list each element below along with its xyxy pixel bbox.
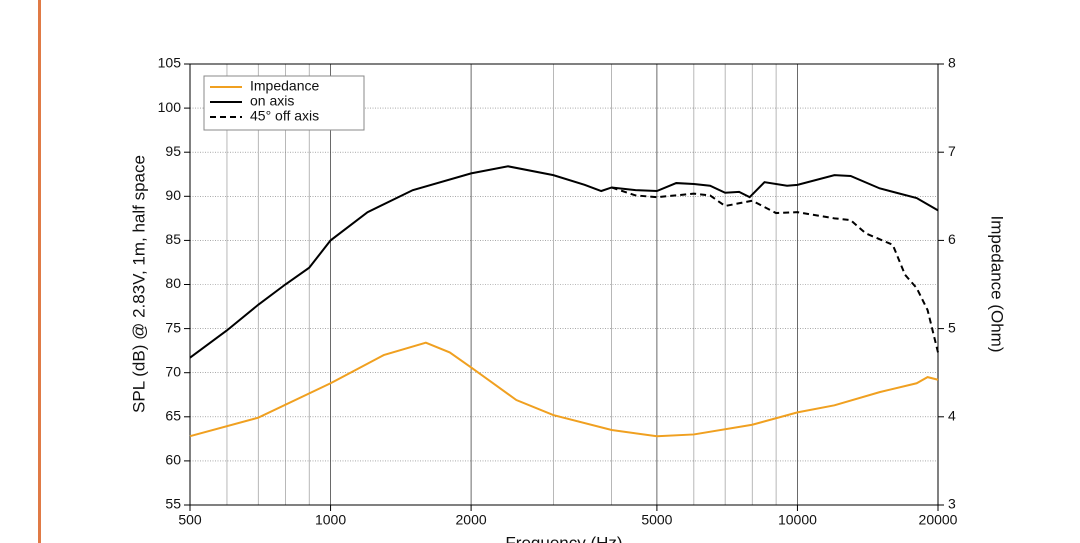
x-tick-label: 20000 — [919, 512, 958, 528]
y2-tick-label: 3 — [948, 496, 956, 512]
side-bar — [38, 0, 41, 543]
y2-tick-label: 7 — [948, 143, 956, 159]
y-tick-label: 80 — [165, 275, 181, 291]
legend-label: 45° off axis — [250, 108, 319, 124]
plot-frame — [189, 63, 939, 506]
y-tick-label: 65 — [165, 408, 181, 424]
y2-axis-label: Impedance (Ohm) — [988, 216, 1007, 353]
y-tick-label: 105 — [158, 55, 182, 71]
y-tick-label: 70 — [165, 363, 181, 379]
y2-tick-label: 4 — [948, 408, 956, 424]
series-line — [611, 186, 939, 353]
y-axis-label: SPL (dB) @ 2.83V, 1m, half space — [129, 155, 148, 413]
y-tick-label: 90 — [165, 187, 181, 203]
x-tick-label: 500 — [178, 512, 202, 528]
y-tick-label: 75 — [165, 319, 181, 335]
x-tick-label: 10000 — [778, 512, 817, 528]
y2-tick-label: 6 — [948, 231, 956, 247]
y-tick-label: 60 — [165, 452, 181, 468]
y-tick-label: 85 — [165, 231, 181, 247]
x-tick-label: 5000 — [641, 512, 672, 528]
x-tick-label: 2000 — [456, 512, 487, 528]
y-tick-label: 95 — [165, 143, 181, 159]
legend-label: Impedance — [250, 78, 319, 94]
series-line — [189, 165, 939, 359]
y2-tick-label: 5 — [948, 319, 956, 335]
x-axis-label: Frequency (Hz) — [505, 533, 622, 543]
y-tick-label: 55 — [165, 496, 181, 512]
y-tick-label: 100 — [158, 99, 182, 115]
series-line — [189, 341, 939, 438]
y2-tick-label: 8 — [948, 55, 956, 71]
x-tick-label: 1000 — [315, 512, 346, 528]
legend-label: on axis — [250, 93, 294, 109]
